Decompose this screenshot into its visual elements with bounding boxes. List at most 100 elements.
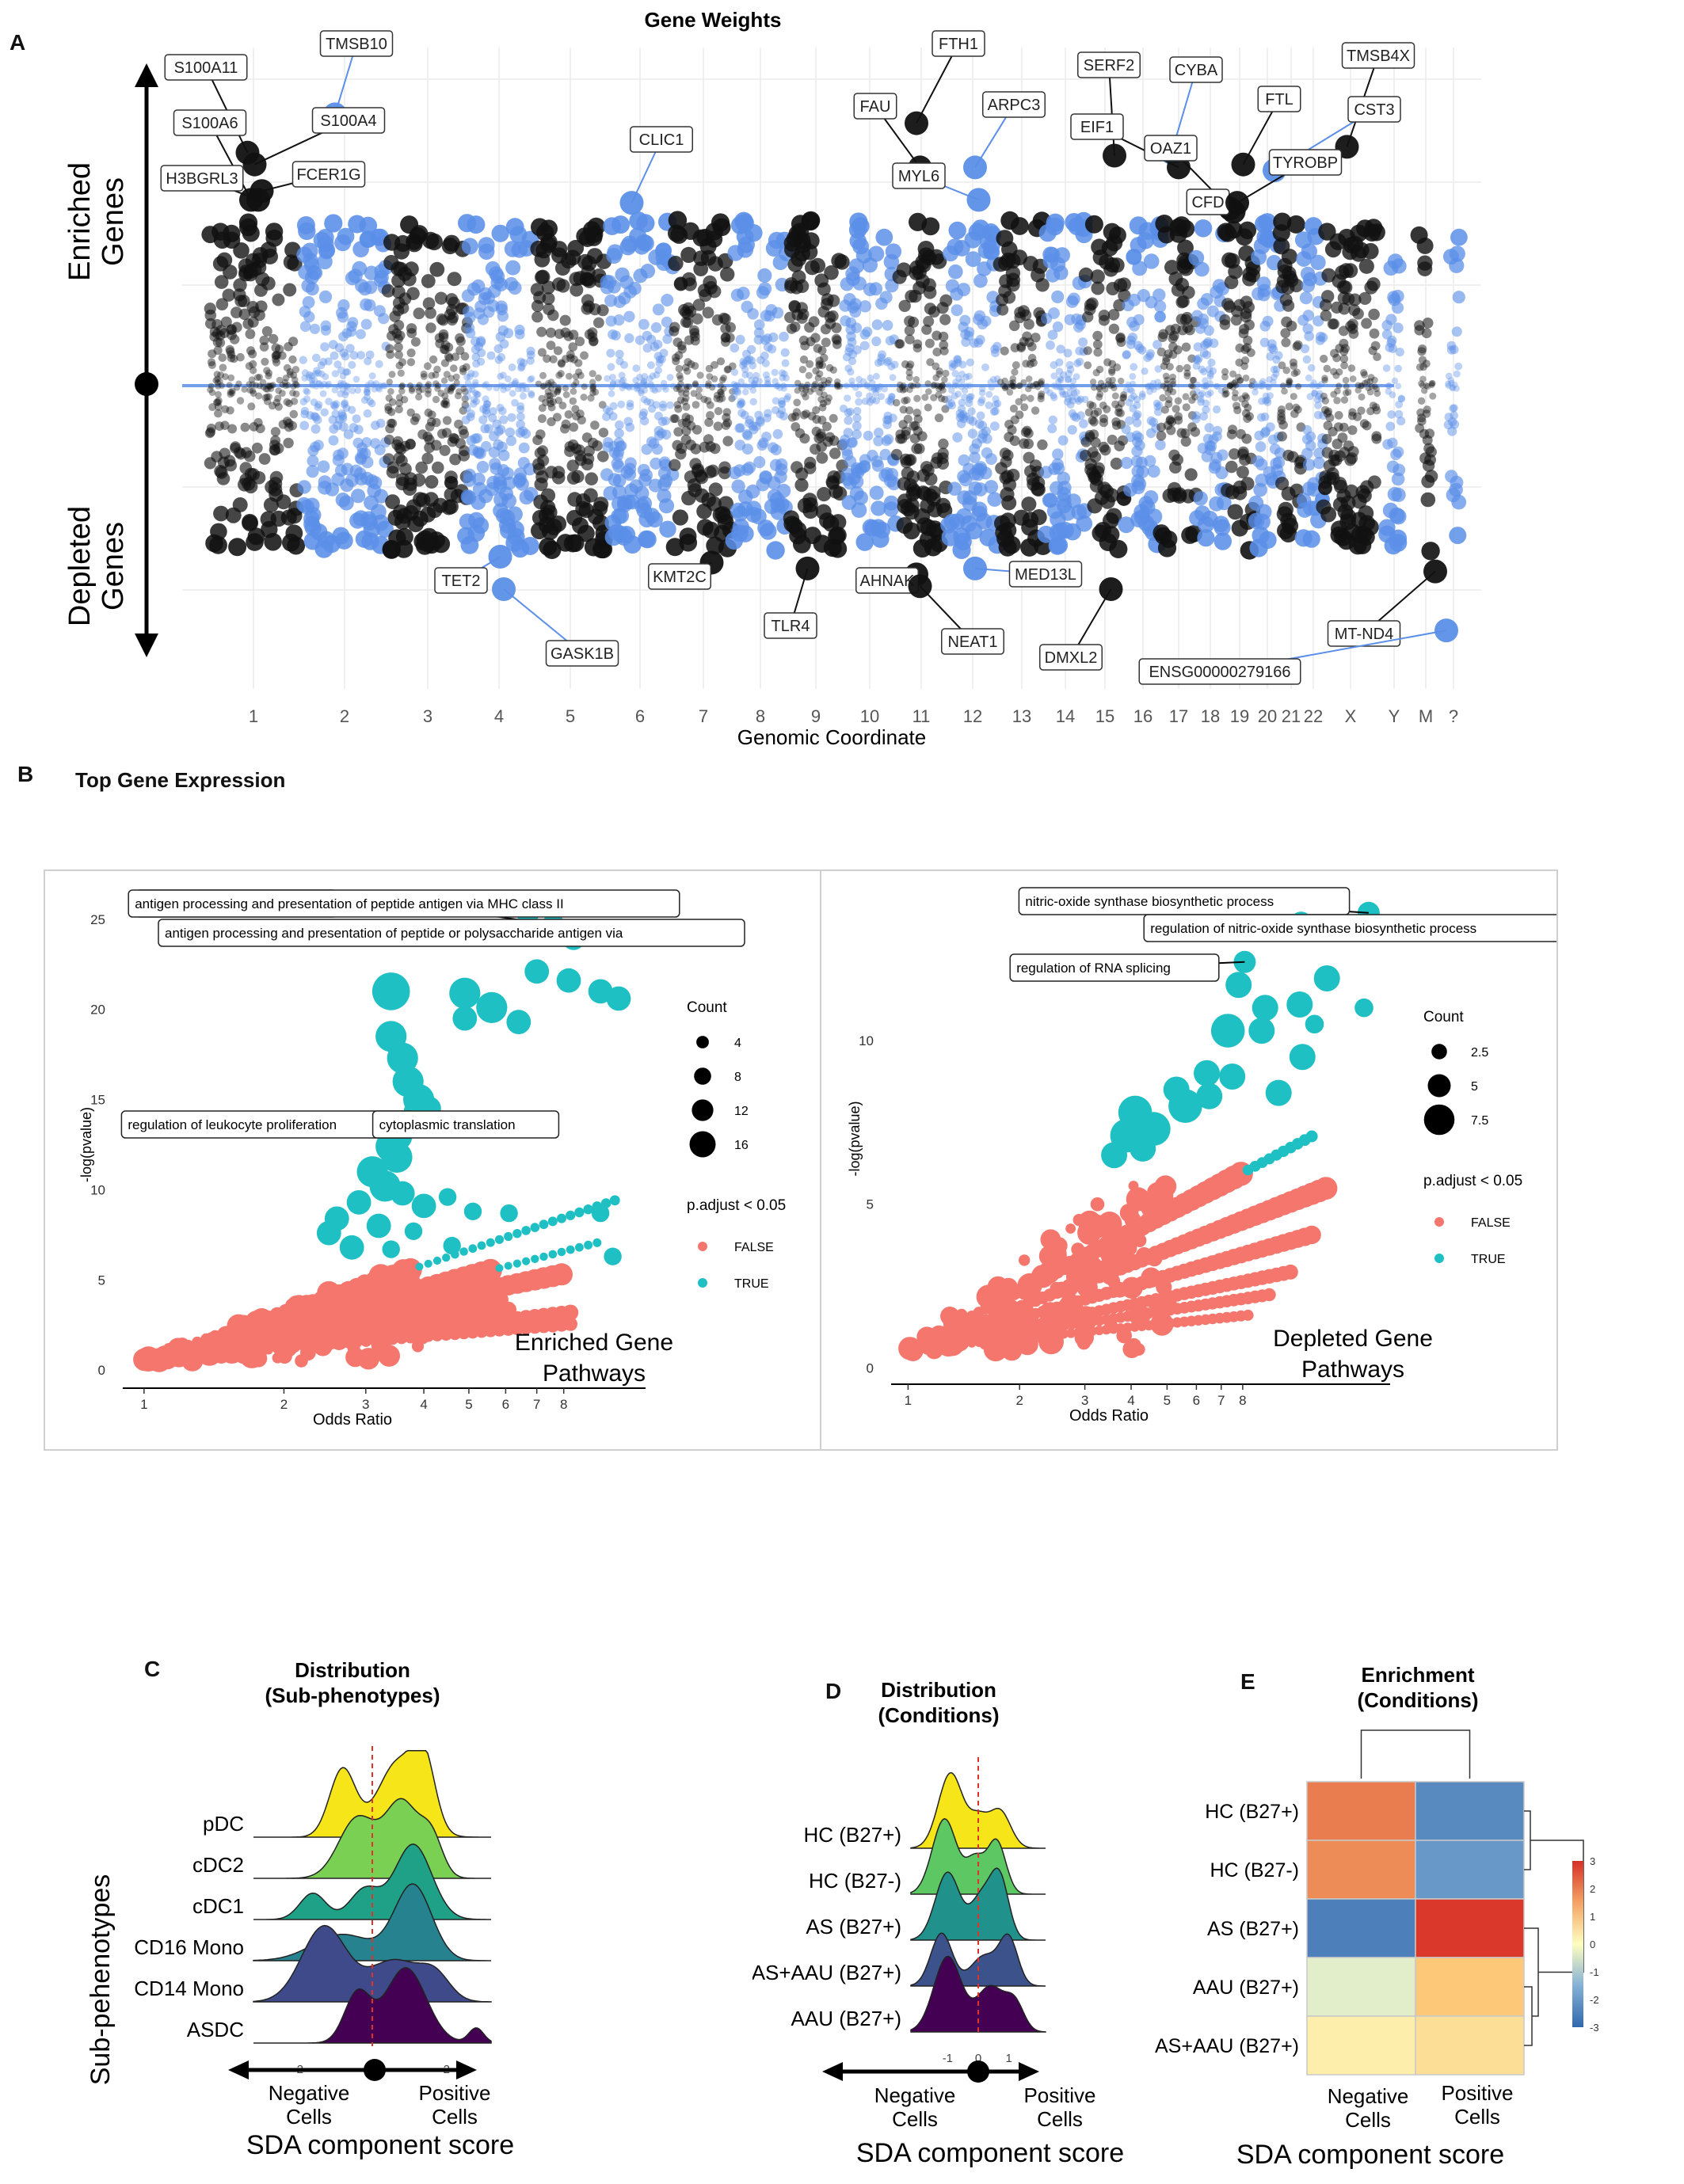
gene-point [338,495,354,511]
gene-point [1373,390,1381,398]
gene-point [831,333,842,344]
pathway-point [1065,1223,1076,1234]
gene-point [297,480,311,494]
gene-point [967,393,975,401]
gene-point [733,382,741,389]
gene-point [370,438,381,449]
gene-point [1065,383,1073,391]
gene-point [425,322,436,333]
gene-point [848,377,855,385]
gene-point [389,310,401,322]
gene-point [932,362,940,371]
gene-point [873,372,880,380]
gene-point [1221,386,1229,394]
gene-point [560,424,570,434]
gene-point [1145,295,1158,309]
gene-point [803,527,821,545]
gene-point [1271,374,1278,381]
gene-point [1099,444,1111,456]
gene-point [720,375,727,382]
gene-point [333,449,345,461]
pathway-point-significant [566,1210,576,1220]
gene-point [716,395,724,403]
gene-point [817,346,827,356]
gene-point [958,378,966,385]
gene-point [222,373,229,381]
gene-point [397,369,405,377]
gene-point [319,357,328,367]
gene-point [215,466,228,479]
ridge-cd14-mono [253,1924,492,2003]
gene-point [440,340,451,350]
gene-point [1064,394,1073,403]
gene-point [901,386,909,393]
gene-point [554,387,562,394]
gene-point [332,400,341,409]
ridge-label: cDC2 [192,1853,244,1877]
gene-point [732,518,749,536]
gene-label-oaz1: OAZ1 [1150,140,1191,158]
gene-point [1048,415,1057,424]
gene-point [1088,401,1097,410]
gene-point [377,382,384,389]
gene-point [387,418,398,428]
gene-point [482,406,490,415]
gene-point [449,453,461,466]
gene-point [337,379,345,386]
gene-point [268,382,275,389]
gene-point [356,351,365,360]
legend-size-label: 16 [734,1139,749,1152]
gene-point [566,372,573,380]
positive-d-2: Cells [1037,2107,1083,2131]
pathway-point [931,1337,943,1349]
gene-point [278,420,288,429]
gene-point [955,375,962,382]
gene-point [829,413,838,423]
gene-point [272,398,281,407]
gene-point [670,382,676,390]
gene-point [242,515,258,532]
gene-point [677,418,688,428]
gene-point [641,386,648,394]
gene-point [1202,405,1210,414]
gene-point [300,409,310,419]
gene-point [1313,447,1325,459]
gene-point [676,375,684,382]
gene-point [756,417,765,427]
gene-point [872,397,881,405]
gene-point [898,384,906,391]
gene-point [821,298,833,310]
gene-point [834,254,850,270]
gene-point [1069,382,1076,390]
gene-point [356,447,368,459]
gene-point [248,306,261,318]
annotation-label: cytoplasmic translation [379,1117,516,1132]
gene-point [214,409,223,418]
gene-point [780,370,788,378]
gene-point [527,376,534,383]
gene-point [1037,379,1044,386]
gene-point [514,329,525,340]
gene-point [810,386,817,393]
gene-point [1206,370,1214,378]
gene-point [371,420,380,430]
gene-point [1032,380,1039,388]
gene-point [655,355,665,363]
gene-point [1443,420,1453,430]
pathway-point-significant [381,1141,413,1173]
gene-point [760,351,769,360]
gene-point [711,375,718,382]
gene-point [646,511,663,528]
gene-point [290,371,298,379]
gene-point [454,392,462,400]
gene-point [1389,391,1396,398]
gene-point [1278,420,1288,430]
gene-label-cyba: CYBA [1175,62,1218,79]
annotation-box [371,1110,560,1139]
gene-point [472,360,481,368]
gene-point [1270,379,1277,386]
gene-label-clic1: CLIC1 [639,131,684,149]
gene-point [504,276,519,291]
gene-point [272,358,281,367]
gene-point [1069,378,1077,385]
